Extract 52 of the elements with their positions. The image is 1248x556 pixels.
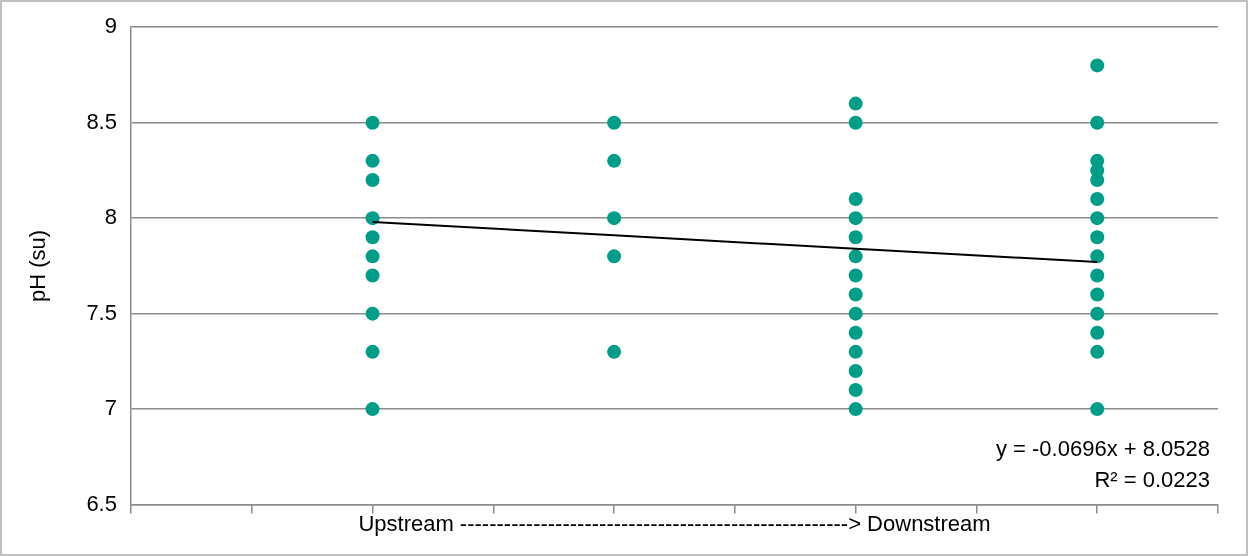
y-tick-label: 9: [104, 13, 117, 39]
point: [1090, 249, 1105, 264]
point: [1090, 153, 1105, 168]
point: [365, 268, 380, 283]
y-tick-label: 7.5: [86, 299, 117, 325]
point: [848, 192, 863, 207]
point: [365, 306, 380, 321]
point: [1090, 58, 1105, 73]
point: [365, 115, 380, 130]
y-tick-label: 7: [104, 395, 117, 421]
point: [365, 153, 380, 168]
point: [1090, 192, 1105, 207]
y-axis-title: pH (su): [25, 229, 51, 302]
y-tick-label: 8: [104, 204, 117, 230]
point: [1090, 230, 1105, 245]
point: [607, 115, 622, 130]
point: [365, 402, 380, 417]
point: [1090, 325, 1105, 340]
point: [607, 249, 622, 264]
point: [607, 153, 622, 168]
point: [848, 268, 863, 283]
point: [848, 96, 863, 111]
point: [1090, 402, 1105, 417]
point: [365, 172, 380, 187]
point: [365, 344, 380, 359]
point: [365, 211, 380, 226]
annotation: y = -0.0696x + 8.0528: [995, 435, 1211, 461]
point: [1090, 268, 1105, 283]
point: [365, 230, 380, 245]
y-tick-label: 6.5: [86, 490, 117, 516]
point: [848, 211, 863, 226]
point: [848, 325, 863, 340]
point: [1090, 115, 1105, 130]
y-tick-label: 8.5: [86, 108, 117, 134]
point: [848, 287, 863, 302]
point: [848, 383, 863, 398]
point: [1090, 287, 1105, 302]
point: [607, 211, 622, 226]
point: [607, 344, 622, 359]
point: [848, 344, 863, 359]
point: [848, 230, 863, 245]
point: [1090, 306, 1105, 321]
point: [848, 306, 863, 321]
point: [848, 115, 863, 130]
point: [1090, 344, 1105, 359]
point: [1090, 211, 1105, 226]
point: [365, 249, 380, 264]
point: [848, 363, 863, 378]
x-axis-title: Upstream -----------------------------------------------------> Downstream: [358, 510, 991, 536]
point: [848, 402, 863, 417]
annotation: R² = 0.0223: [1094, 466, 1210, 492]
point: [848, 249, 863, 264]
